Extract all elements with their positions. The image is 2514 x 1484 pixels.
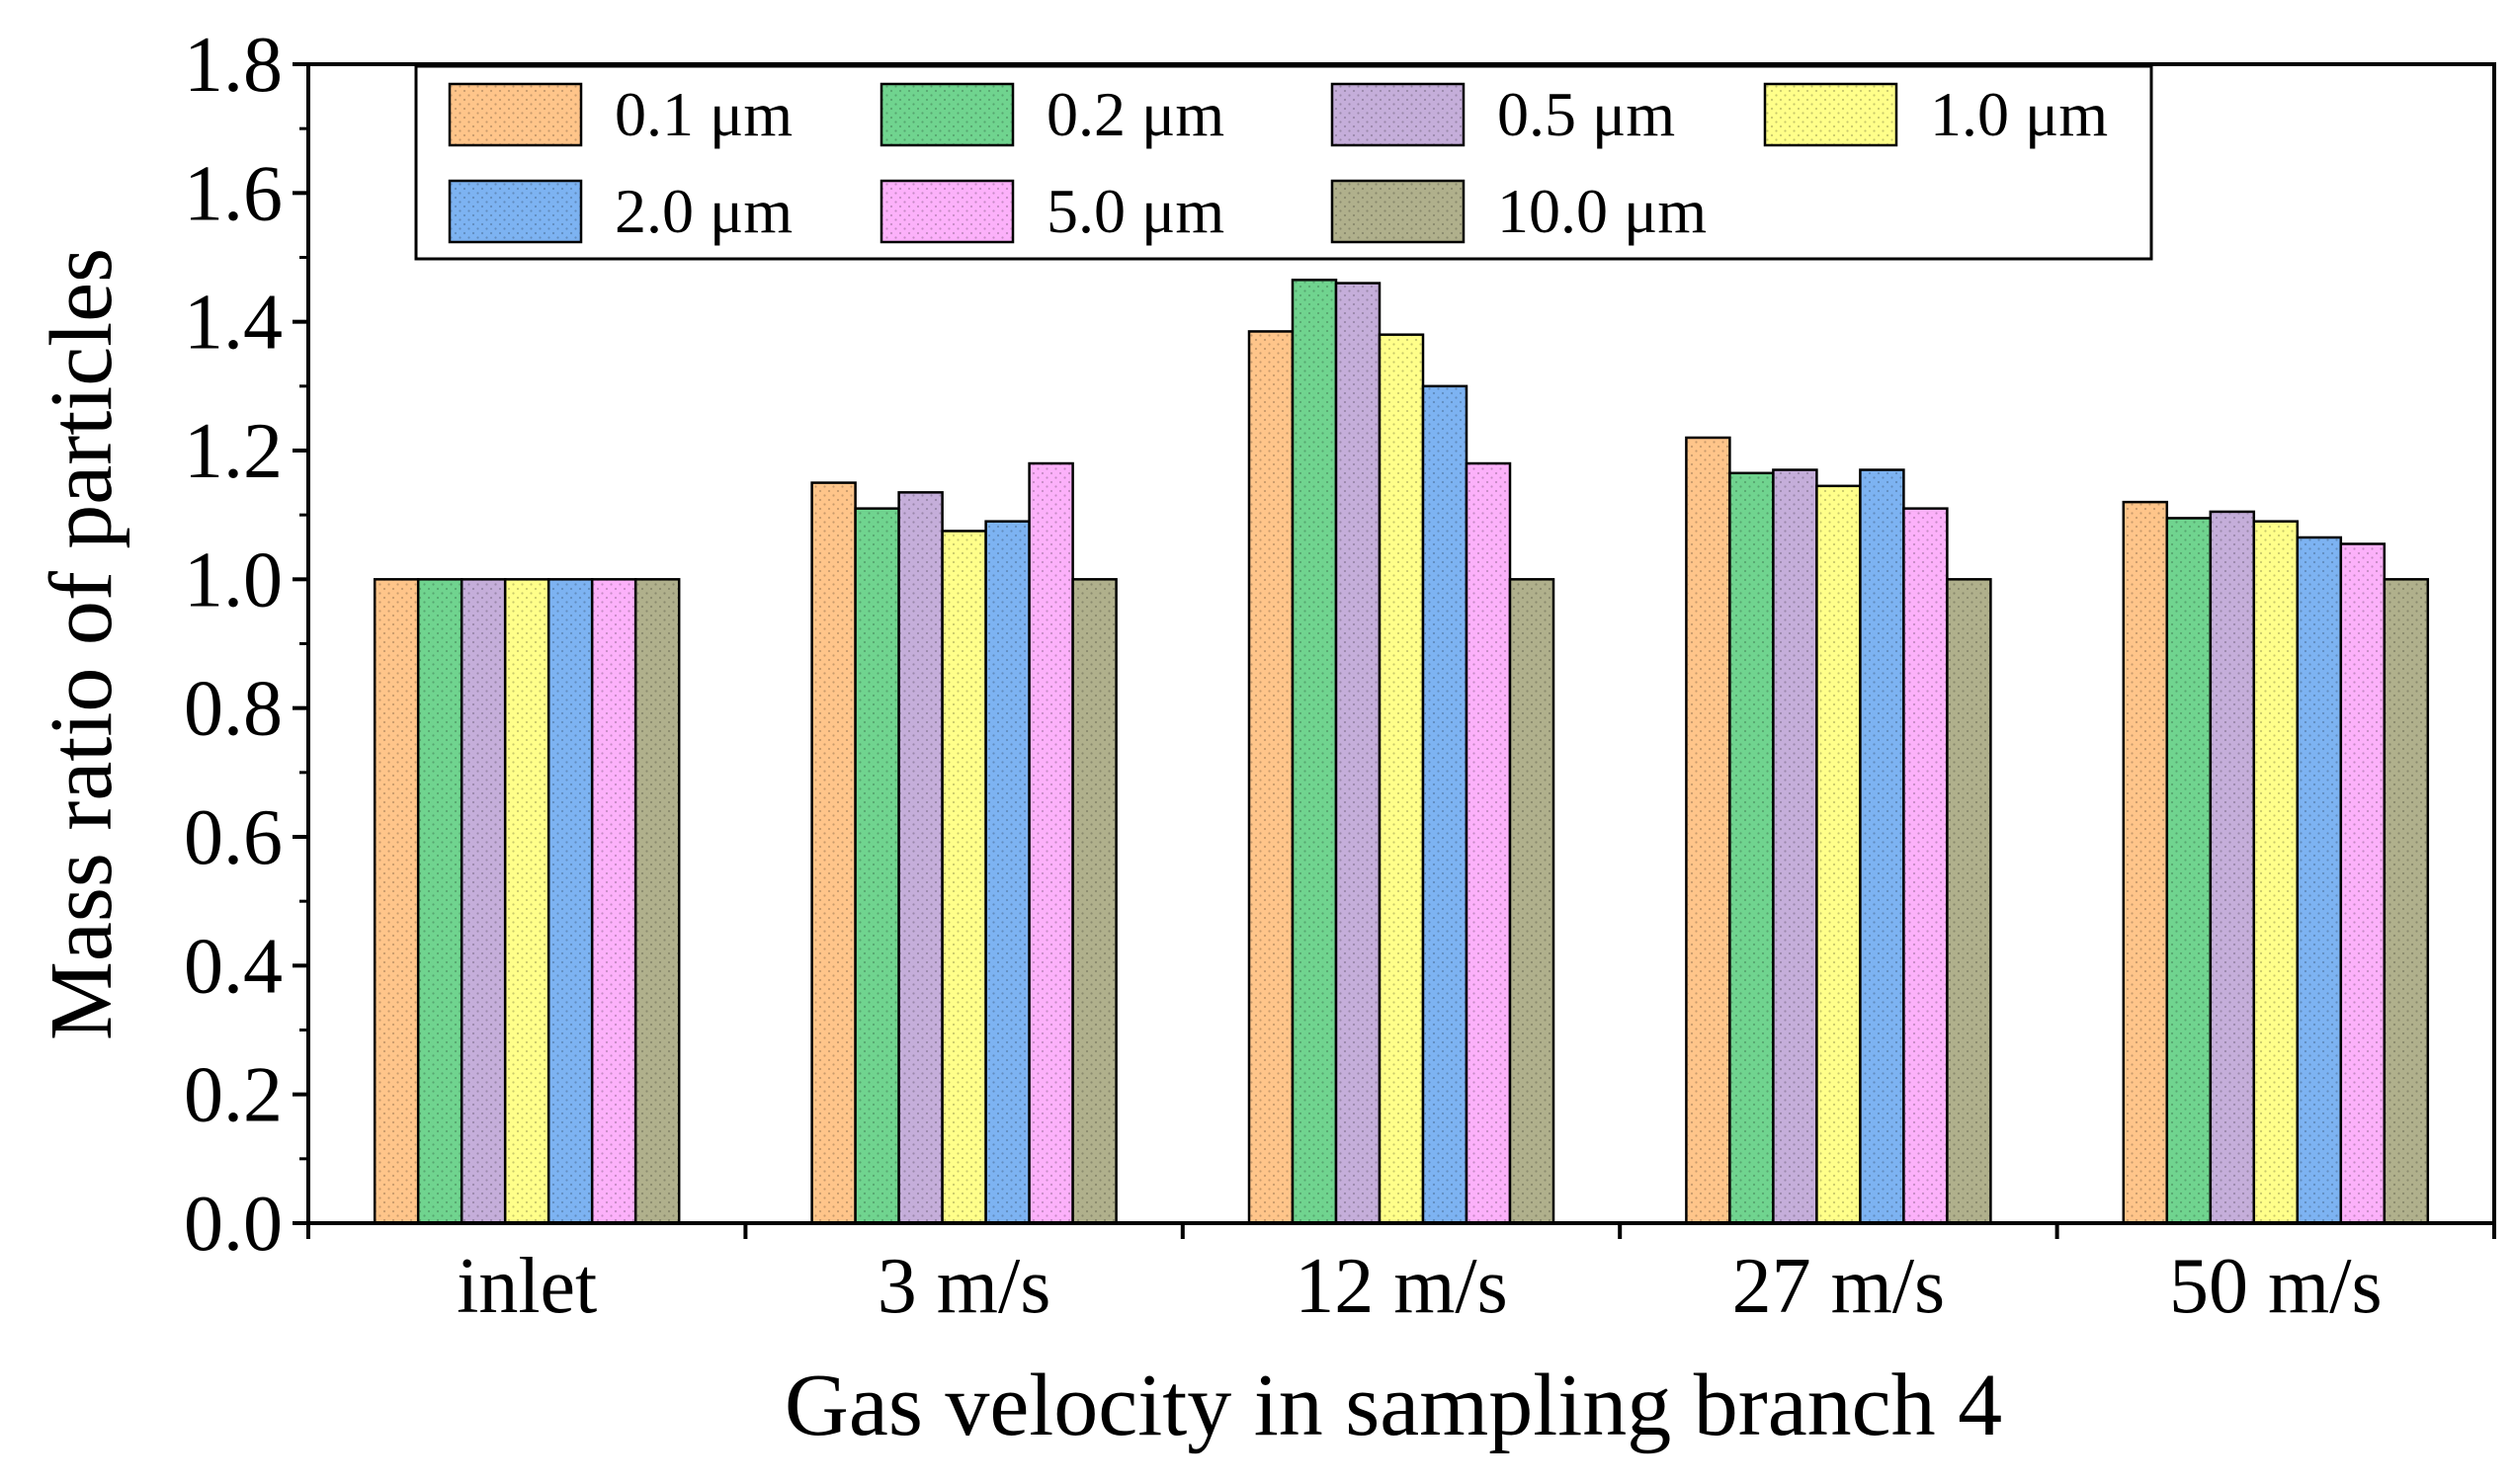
bar-texture bbox=[2212, 513, 2253, 1222]
legend-label: 1.0 μm bbox=[1930, 79, 2108, 149]
bar-texture bbox=[2299, 538, 2340, 1222]
bar-texture bbox=[1424, 387, 1466, 1222]
bar-texture bbox=[1250, 332, 1292, 1222]
bar-texture bbox=[857, 510, 898, 1222]
bar-texture bbox=[1381, 336, 1422, 1222]
y-axis: 0.0 0.2 0.4 0.6 0.8 1.0 1.2 1.4 1.6 1.8 bbox=[184, 22, 308, 1268]
bar-texture bbox=[1774, 471, 1815, 1222]
legend-swatch-texture bbox=[1766, 85, 1895, 144]
y-tick-label: 1.6 bbox=[184, 150, 283, 237]
x-axis: inlet 3 m/s 12 m/s 27 m/s 50 m/s bbox=[306, 1223, 2496, 1330]
y-tick-label: 0.6 bbox=[184, 794, 283, 881]
bar-texture bbox=[2342, 544, 2384, 1222]
bar-texture bbox=[900, 493, 942, 1222]
legend-label: 2.0 μm bbox=[615, 176, 793, 246]
bar-texture bbox=[419, 580, 461, 1222]
bar-texture bbox=[1074, 580, 1116, 1222]
y-tick-label: 1.4 bbox=[184, 280, 283, 367]
bars-layer bbox=[373, 279, 2430, 1225]
bar-texture bbox=[549, 580, 591, 1222]
bar-texture bbox=[813, 484, 855, 1222]
bar-texture bbox=[1687, 439, 1728, 1222]
x-tick-label: inlet bbox=[457, 1243, 597, 1330]
legend-label: 0.1 μm bbox=[615, 79, 793, 149]
bar-texture bbox=[1294, 281, 1335, 1222]
bar-texture bbox=[1467, 464, 1509, 1222]
y-axis-title: Mass ratio of particles bbox=[33, 248, 130, 1040]
legend-swatch-texture bbox=[882, 182, 1012, 241]
legend-swatch-texture bbox=[1333, 182, 1463, 241]
bar-texture bbox=[593, 580, 634, 1222]
bar-texture bbox=[2386, 580, 2427, 1222]
x-tick-label: 27 m/s bbox=[1732, 1243, 1946, 1330]
legend-label: 10.0 μm bbox=[1497, 176, 1707, 246]
bar-texture bbox=[1031, 464, 1072, 1222]
x-tick-label: 12 m/s bbox=[1295, 1243, 1508, 1330]
legend-label: 0.2 μm bbox=[1047, 79, 1224, 149]
bar-texture bbox=[1861, 471, 1902, 1222]
y-tick-label: 1.2 bbox=[184, 408, 283, 495]
legend-swatch-texture bbox=[451, 182, 580, 241]
y-tick-label: 0.8 bbox=[184, 666, 283, 753]
bar-texture bbox=[1337, 285, 1379, 1222]
y-tick-label: 0.2 bbox=[184, 1052, 283, 1139]
legend-swatch-texture bbox=[451, 85, 580, 144]
bar-texture bbox=[1948, 580, 1989, 1222]
legend: 0.1 μm 0.2 μm 0.5 μm 1.0 μm 2.0 μm 5.0 μm 10.0… bbox=[414, 64, 2153, 261]
bar-texture bbox=[376, 580, 417, 1222]
bar-texture bbox=[462, 580, 504, 1222]
x-axis-title: Gas velocity in sampling branch 4 bbox=[785, 1357, 2002, 1454]
legend-swatch-texture bbox=[1333, 85, 1463, 144]
y-tick-label: 0.0 bbox=[184, 1181, 283, 1268]
bar-texture bbox=[1730, 474, 1772, 1222]
x-tick-label: 3 m/s bbox=[878, 1243, 1051, 1330]
bar-texture bbox=[636, 580, 678, 1222]
legend-swatch-texture bbox=[882, 85, 1012, 144]
y-tick-label: 1.0 bbox=[184, 536, 283, 623]
y-tick-label: 0.4 bbox=[184, 923, 283, 1010]
bar-texture bbox=[987, 523, 1029, 1222]
bar-texture bbox=[1511, 580, 1552, 1222]
y-tick-label: 1.8 bbox=[184, 22, 283, 109]
bar-texture bbox=[2125, 503, 2166, 1222]
bar-texture bbox=[2255, 523, 2297, 1222]
legend-label: 5.0 μm bbox=[1047, 176, 1224, 246]
bar-texture bbox=[506, 580, 547, 1222]
legend-label: 0.5 μm bbox=[1497, 79, 1675, 149]
bar-texture bbox=[1904, 510, 1946, 1222]
bar-texture bbox=[2168, 519, 2210, 1222]
bar-texture bbox=[1817, 487, 1859, 1222]
x-tick-label: 50 m/s bbox=[2169, 1243, 2383, 1330]
bar-texture bbox=[944, 532, 985, 1222]
